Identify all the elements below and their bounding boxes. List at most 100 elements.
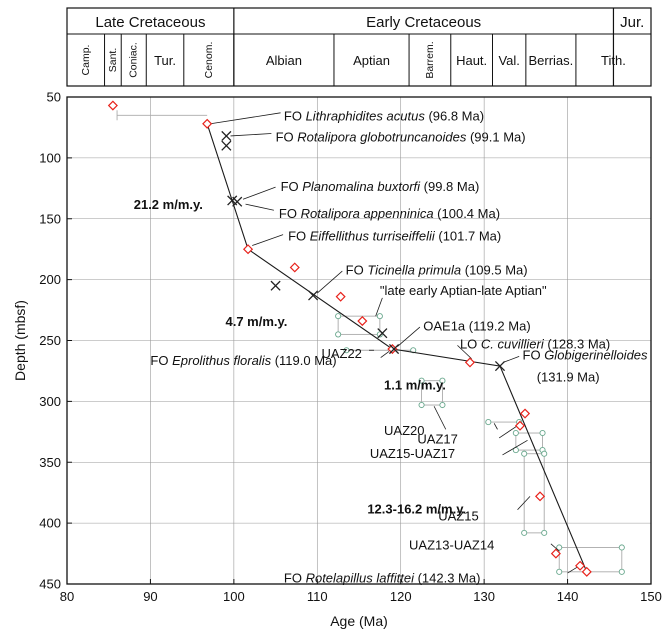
annotations: FO Lithraphidites acutus (96.8 Ma)FO Rot… xyxy=(134,108,648,585)
leader-line xyxy=(550,543,560,552)
annotation-part: Planomalina buxtorfi xyxy=(302,179,421,194)
annotation-label: UAZ15 xyxy=(438,508,478,523)
x-marker xyxy=(270,280,281,291)
annotation-part: FO xyxy=(284,108,306,123)
range-end-circle xyxy=(618,544,625,551)
diamond-marker xyxy=(202,118,213,129)
leader-line xyxy=(230,133,272,137)
x-tick-label: 120 xyxy=(390,589,412,604)
annotation-part: Rotalipora appenninica xyxy=(301,206,434,221)
annotation-part: Ticinella primula xyxy=(367,262,461,277)
stage-label: Val. xyxy=(498,53,519,68)
range-end-circle xyxy=(541,529,548,536)
annotation-part: FO xyxy=(284,570,306,585)
datum-points xyxy=(107,100,592,577)
leader-line xyxy=(517,496,531,511)
x-stroke xyxy=(221,130,232,142)
stage-label: Berrias. xyxy=(528,53,573,68)
stage-label: Barrem. xyxy=(424,41,436,78)
x-marker xyxy=(221,140,232,151)
leader-line xyxy=(502,439,528,456)
leader-line xyxy=(210,112,281,125)
leader-line xyxy=(493,423,498,430)
annotation-part: FO xyxy=(276,130,298,145)
range-box xyxy=(337,315,381,335)
diamond-marker xyxy=(289,262,300,273)
y-tick-label: 50 xyxy=(47,90,61,105)
range-end-circle xyxy=(556,568,563,575)
diamond-marker xyxy=(387,343,398,355)
x-stroke xyxy=(377,328,388,339)
annotation-part: Lithraphidites acutus xyxy=(306,108,426,123)
axes: 80 90 100 110 120 130 140 150 50 100 150 200 250 300 3… xyxy=(39,90,662,605)
period-label: Late Cretaceous xyxy=(95,14,205,31)
stage-label: Cenom. xyxy=(203,42,215,79)
diamond-marker xyxy=(107,100,118,111)
x-tick-label: 150 xyxy=(640,589,662,604)
annotation-label: FO Globigerinelloides xyxy=(523,348,649,363)
annotation-label: (131.9 Ma) xyxy=(537,370,600,385)
y-tick-label: 150 xyxy=(39,211,61,226)
annotation-part: FO xyxy=(281,179,303,194)
annotation-label: FO Lithraphidites acutus (96.8 Ma) xyxy=(284,108,484,123)
annotation-part: FO xyxy=(346,262,368,277)
range-box xyxy=(558,547,623,573)
annotation-part: LO xyxy=(460,337,481,352)
y-tick-label: 450 xyxy=(39,577,61,592)
diamond-marker xyxy=(357,315,368,327)
annotation-part: (99.8 Ma) xyxy=(420,179,479,194)
leader-line xyxy=(317,270,343,294)
stage-label: Albian xyxy=(266,53,302,68)
range-end-circle xyxy=(485,419,492,426)
stage-label: Aptian xyxy=(353,53,390,68)
diamond-marker xyxy=(550,548,561,559)
range-end-circle xyxy=(512,429,519,437)
diamond-marker xyxy=(464,357,476,368)
leader-line xyxy=(380,351,390,358)
rate-label: 12.3-16.2 m/m.y. xyxy=(367,502,466,517)
leader-line xyxy=(252,234,284,246)
diamond-marker xyxy=(581,566,592,577)
rate-label: 21.2 m/m.y. xyxy=(134,197,203,212)
leader-line xyxy=(245,203,274,211)
range-end-circle xyxy=(439,401,446,409)
y-tick-label: 300 xyxy=(39,394,61,409)
stage-label: Coniac. xyxy=(128,42,140,78)
range-end-circle xyxy=(539,429,546,437)
range-end-circle xyxy=(335,313,342,320)
x-marker xyxy=(308,290,319,301)
annotation-label: LO C. cuvillieri (128.3 Ma) xyxy=(460,337,610,352)
annotation-part: FO xyxy=(288,228,310,243)
range-end-circle xyxy=(541,450,548,457)
annotation-label: UAZ20 xyxy=(384,423,424,438)
leader-line xyxy=(242,186,276,200)
annotation-part: Rotelapillus laffittei xyxy=(306,570,415,585)
rate-label: 1.1 m/m.y. xyxy=(384,377,446,392)
annotation-part: FO xyxy=(150,353,172,368)
x-stroke xyxy=(494,361,506,372)
annotation-part: (99.1 Ma) xyxy=(466,130,525,145)
leader-line xyxy=(397,326,421,347)
diamond-marker xyxy=(514,420,526,431)
header-frame xyxy=(66,7,652,87)
leader-line xyxy=(375,297,383,317)
annotation-part: (109.5 Ma) xyxy=(461,262,527,277)
range-end-circle xyxy=(556,544,563,551)
x-axis-title: Age (Ma) xyxy=(330,613,388,629)
annotation-label: FO Rotalipora appenninica (100.4 Ma) xyxy=(279,206,500,221)
annotation-part: UAZ22 xyxy=(321,346,361,361)
annotation-part: FO xyxy=(523,348,545,363)
y-tick-label: 100 xyxy=(39,150,61,165)
diamond-marker xyxy=(242,244,254,255)
x-stroke xyxy=(388,343,400,355)
stage-label: Tith. xyxy=(601,53,626,68)
range-box xyxy=(515,432,543,451)
annotation-part: (119.0 Ma) xyxy=(271,353,337,368)
annotation-label: "late early Aptian-late Aptian" xyxy=(380,283,547,298)
annotation-part: OAE1a (119.2 Ma) xyxy=(423,318,530,333)
annotation-part: (128.3 Ma) xyxy=(544,337,610,352)
annotation-label: FO Rotalipora globotruncanoides (99.1 Ma… xyxy=(276,130,526,145)
annotation-part: Globigerinelloides xyxy=(544,348,648,363)
range-end-circle xyxy=(418,377,425,384)
